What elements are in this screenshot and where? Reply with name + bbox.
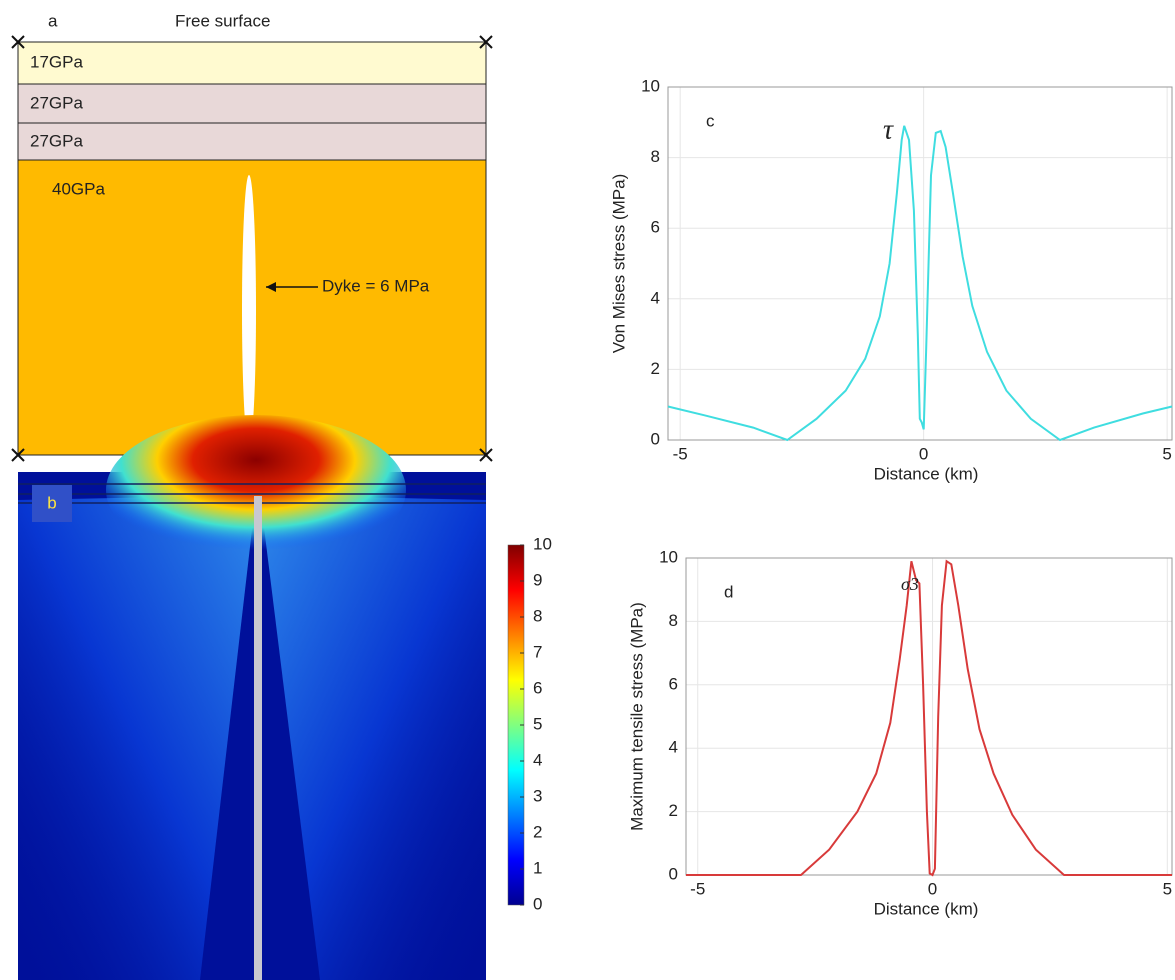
layer-label: 17GPa [30,52,83,71]
y-tick-label: 2 [651,359,660,378]
colorbar-tick-label: 3 [533,786,542,805]
x-tick-label: 5 [1162,444,1171,463]
y-tick-label: 6 [651,218,660,237]
label-box [32,485,72,522]
colorbar-tick-label: 8 [533,606,542,625]
x-tick-label: 0 [919,444,928,463]
colorbar-tick-label: 6 [533,678,542,697]
layer-label: 40GPa [52,179,105,198]
colorbar-tick-label: 2 [533,822,542,841]
x-axis-title: Distance (km) [874,899,979,918]
y-tick-label: 4 [669,738,678,757]
y-tick-label: 6 [669,674,678,693]
panel-label: a [48,11,58,30]
heatmap-fan [260,495,486,980]
colorbar-tick-label: 10 [533,534,552,553]
annotation: σ3 [901,574,919,594]
colorbar-tick-label: 9 [533,570,542,589]
y-tick-label: 8 [651,147,660,166]
x-tick-label: -5 [690,879,705,898]
panel-b: b [18,415,525,980]
colorbar-tick-label: 4 [533,750,542,769]
dyke [254,496,262,980]
arrow-head [266,282,276,292]
corner-marks [11,35,493,462]
heatmap-hotspot [106,415,406,565]
colorbar-tick-label: 0 [533,894,542,913]
plot-frame [685,557,1173,876]
x-tick-label: -5 [673,444,688,463]
y-tick-label: 2 [669,801,678,820]
y-axis-title: Maximum tensile stress (MPa) [627,602,646,831]
layer [17,41,487,85]
x-tick-label: 0 [928,879,937,898]
panel-a: a Free surface 17GPa 27GPa 27GPa 40GPa D… [11,11,493,462]
y-tick-label: 10 [641,76,660,95]
layer [17,122,487,161]
y-axis-title: Von Mises stress (MPa) [609,174,628,354]
dyke-label: Dyke = 6 MPa [322,276,430,295]
data-line [686,559,1172,877]
y-tick-label: 4 [651,288,660,307]
y-tick-label: 0 [669,864,678,883]
data-line [667,125,1173,442]
y-tick-label: 8 [669,611,678,630]
y-tick-label: 0 [651,429,660,448]
colorbar-tick-label: 1 [533,858,542,877]
heatmap-fan [18,495,256,980]
x-tick-label: 5 [1163,879,1172,898]
colorbar-tick-label: 7 [533,642,542,661]
top-label: Free surface [175,11,270,30]
panel-label: c [706,111,715,130]
y-tick-label: 10 [659,547,678,566]
x-axis-title: Distance (km) [874,464,979,483]
layer [17,83,487,124]
plot-frame [667,86,1173,441]
layer-label: 27GPa [30,93,83,112]
panel-label: d [724,582,733,601]
panel-label: b [47,493,56,512]
layer-label: 27GPa [30,131,83,150]
annotation: τ [883,114,894,145]
colorbar-tick-label: 5 [533,714,542,733]
dyke [242,175,256,445]
